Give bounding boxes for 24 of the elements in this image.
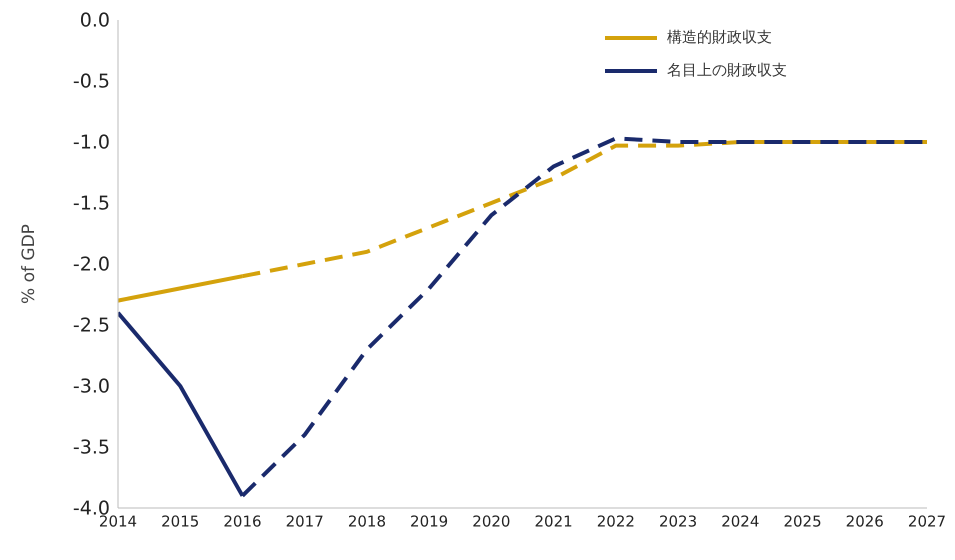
x-tick-label: 2015: [161, 512, 200, 531]
x-tick-label: 2025: [783, 512, 822, 531]
x-tick-label: 2016: [223, 512, 262, 531]
x-tick-label: 2017: [286, 512, 324, 531]
y-tick-label: -3.0: [72, 376, 110, 398]
x-tick-label: 2018: [348, 512, 386, 531]
y-tick-label: -0.5: [72, 70, 110, 93]
x-tick-label: 2020: [472, 512, 510, 531]
y-tick-label: 0.0: [80, 10, 110, 32]
x-tick-label: 2019: [410, 512, 448, 531]
x-tick-label: 2027: [908, 512, 946, 531]
y-tick-label: -1.0: [72, 132, 110, 154]
legend-label: 名目上の財政収支: [667, 61, 787, 80]
y-axis-title: % of GDP: [19, 224, 40, 304]
x-tick-label: 2026: [846, 512, 884, 531]
x-tick-label: 2021: [534, 512, 573, 531]
y-tick-label: -2.0: [72, 254, 110, 276]
legend-label: 構造的財政収支: [667, 28, 772, 47]
x-tick-label: 2023: [658, 512, 698, 531]
y-tick-label: -1.5: [72, 192, 110, 215]
x-tick-label: 2022: [596, 512, 635, 531]
x-tick-label: 2024: [721, 512, 760, 531]
y-tick-label: -3.5: [72, 436, 110, 459]
y-tick-label: -2.5: [72, 314, 110, 337]
